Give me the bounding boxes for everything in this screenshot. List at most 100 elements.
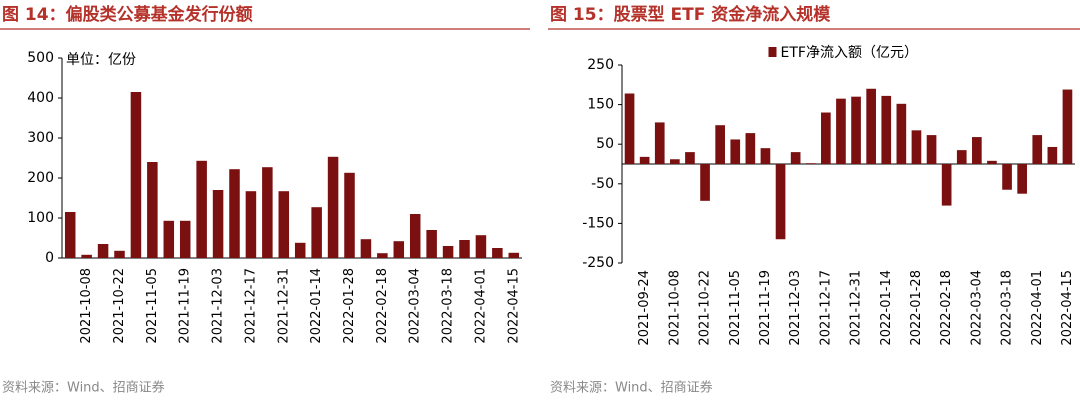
legend-label: ETF净流入额（亿元）: [781, 45, 918, 61]
bar: [700, 164, 710, 201]
bar: [81, 254, 92, 258]
bar: [775, 164, 786, 240]
x-tick-label: 2022-04-15: [506, 268, 521, 344]
x-tick-label: 2022-04-01: [473, 268, 488, 344]
y-tick-label: 500: [27, 50, 54, 66]
bar: [327, 156, 339, 258]
x-tick-label: 2022-03-18: [441, 268, 456, 344]
bar: [294, 242, 306, 258]
x-tick-label: 2022-01-28: [342, 268, 357, 344]
bar: [311, 207, 322, 258]
x-tick-label: 2021-11-19: [758, 270, 773, 346]
annotation: 单位：亿份: [66, 52, 136, 68]
y-tick-label: -50: [591, 176, 614, 192]
x-tick-label: 2022-04-01: [1030, 270, 1045, 346]
bar: [1017, 164, 1027, 194]
x-tick-label: 2021-12-17: [243, 268, 258, 344]
x-tick-label: 2022-01-28: [909, 270, 924, 346]
bar: [409, 214, 421, 258]
bar: [262, 167, 273, 258]
bar: [1047, 146, 1058, 164]
bar: [836, 98, 846, 164]
y-tick-label: 400: [27, 90, 54, 106]
bar: [987, 160, 997, 164]
bar: [377, 253, 388, 258]
chart-title: 图 14：偏股类公募基金发行份额: [2, 4, 253, 25]
x-tick-label: 2021-12-31: [276, 268, 291, 344]
x-tick-label: 2021-12-31: [849, 270, 864, 346]
x-tick-label: 2021-12-03: [211, 268, 226, 344]
bar: [926, 135, 937, 164]
y-tick-label: 0: [45, 250, 54, 266]
bar: [821, 112, 831, 164]
bar: [624, 93, 635, 164]
bar: [492, 248, 503, 258]
bar: [911, 130, 922, 164]
x-tick-label: 2022-01-14: [309, 268, 324, 344]
bar: [941, 164, 952, 206]
x-tick-label: 2022-03-04: [408, 268, 423, 344]
x-tick-label: 2021-12-17: [818, 270, 833, 346]
bar: [459, 240, 470, 258]
x-tick-label: 2022-02-18: [375, 268, 390, 344]
x-tick-label: 2022-02-18: [939, 270, 954, 346]
bar: [639, 156, 650, 164]
bar: [881, 95, 892, 164]
y-tick-label: 100: [27, 210, 54, 226]
bar: [442, 246, 454, 258]
x-tick-label: 2021-11-05: [145, 268, 160, 344]
y-tick-label: 200: [27, 170, 54, 186]
bar: [245, 191, 257, 258]
bar: [508, 252, 520, 258]
bar: [97, 244, 109, 258]
x-tick-label: 2021-10-08: [667, 270, 682, 346]
bar: [426, 230, 437, 258]
y-tick-label: 150: [587, 97, 614, 113]
bar: [654, 122, 665, 164]
bar: [179, 220, 191, 258]
bar: [130, 92, 142, 258]
bar: [685, 152, 695, 164]
bar: [715, 125, 725, 164]
bar: [212, 190, 224, 258]
x-tick-label: 2021-09-24: [637, 270, 652, 346]
bar: [344, 172, 355, 258]
bar: [851, 96, 861, 164]
chart-title: 图 15：股票型 ETF 资金净流入规模: [550, 4, 831, 25]
bar: [278, 191, 290, 258]
bar: [1032, 135, 1043, 164]
bar: [393, 241, 405, 258]
y-tick-label: -150: [582, 215, 614, 231]
bar: [956, 150, 967, 164]
bar: [670, 159, 680, 164]
x-tick-label: 2021-11-05: [728, 270, 743, 346]
source: 资料来源：Wind、招商证券: [550, 380, 713, 396]
bar: [475, 235, 487, 258]
y-tick-label: -250: [582, 255, 614, 271]
y-tick-label: 50: [596, 136, 614, 152]
bar: [866, 88, 876, 164]
bar: [1062, 89, 1073, 164]
x-tick-label: 2021-11-19: [178, 268, 193, 344]
x-tick-label: 2021-10-22: [698, 270, 713, 346]
x-tick-label: 2022-03-18: [1000, 270, 1015, 346]
x-tick-label: 2022-03-04: [969, 270, 984, 346]
bar: [896, 103, 907, 164]
bar: [147, 162, 158, 258]
source: 资料来源：Wind、招商证券: [2, 380, 165, 396]
bar: [229, 169, 240, 258]
bar: [745, 133, 756, 164]
bar: [972, 137, 982, 164]
bar: [360, 239, 372, 258]
bar: [730, 139, 741, 164]
bar: [760, 148, 771, 164]
legend-swatch: [768, 47, 777, 57]
y-tick-label: 300: [27, 130, 54, 146]
bar: [790, 152, 801, 164]
x-tick-label: 2022-04-15: [1060, 270, 1075, 346]
x-tick-label: 2021-10-22: [112, 268, 127, 344]
bar: [1002, 164, 1012, 190]
x-tick-label: 2022-01-14: [879, 270, 894, 346]
bar: [196, 160, 207, 258]
bar: [163, 220, 175, 258]
